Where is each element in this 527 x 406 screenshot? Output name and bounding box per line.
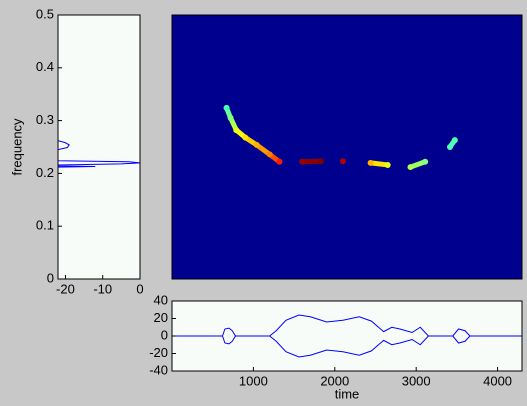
ridge-point (223, 104, 230, 111)
x-axis-label: time (335, 386, 360, 401)
ridge-point (227, 114, 234, 121)
y-tick-label: 0.4 (36, 59, 54, 74)
ridge-point (317, 158, 324, 165)
y-tick-label: 0.3 (36, 112, 54, 127)
ridge-point (407, 164, 414, 171)
ridge-point (339, 158, 346, 165)
plot-area (58, 15, 140, 279)
x-tick-label: -10 (93, 281, 112, 296)
x-tick-label: 0 (136, 281, 143, 296)
x-tick-label: 3000 (402, 373, 431, 388)
x-tick-label: 1000 (239, 373, 268, 388)
plot-content (58, 140, 140, 168)
ridge-point (266, 151, 273, 158)
ridge-point (233, 127, 240, 134)
plot-frame (171, 300, 523, 372)
y-tick-label: 0 (161, 327, 168, 342)
y-tick-label: 0.1 (36, 218, 54, 233)
ridge-point (384, 161, 391, 168)
y-tick-label: 0.5 (36, 6, 54, 21)
y-tick-label: -40 (149, 362, 168, 377)
y-tick-label: -20 (149, 345, 168, 360)
x-tick-label: -20 (56, 281, 75, 296)
plot-frame (57, 14, 141, 280)
data-line (172, 335, 522, 358)
x-tick-label: 2000 (320, 373, 349, 388)
data-line (58, 140, 140, 168)
y-axis-label: frequency (9, 118, 24, 176)
ridge-point (299, 158, 306, 165)
ridge-point (276, 158, 283, 165)
ridge-point (367, 159, 374, 166)
plot-area (172, 301, 522, 371)
x-tick-label: 4000 (483, 373, 512, 388)
ridge-point (422, 158, 429, 165)
ridge-point (451, 137, 458, 144)
plot-area (172, 15, 522, 279)
ridge-point (253, 141, 260, 148)
y-tick-label: 0.2 (36, 165, 54, 180)
y-tick-label: 0 (47, 270, 54, 285)
y-tick-label: 20 (154, 310, 168, 325)
ridge-point (242, 134, 249, 141)
y-tick-label: 40 (154, 292, 168, 307)
ridge-segment (299, 158, 324, 165)
plot-frame (171, 14, 523, 280)
ridge-point (446, 144, 453, 150)
plot-content (223, 104, 458, 171)
plot-content (172, 314, 522, 358)
